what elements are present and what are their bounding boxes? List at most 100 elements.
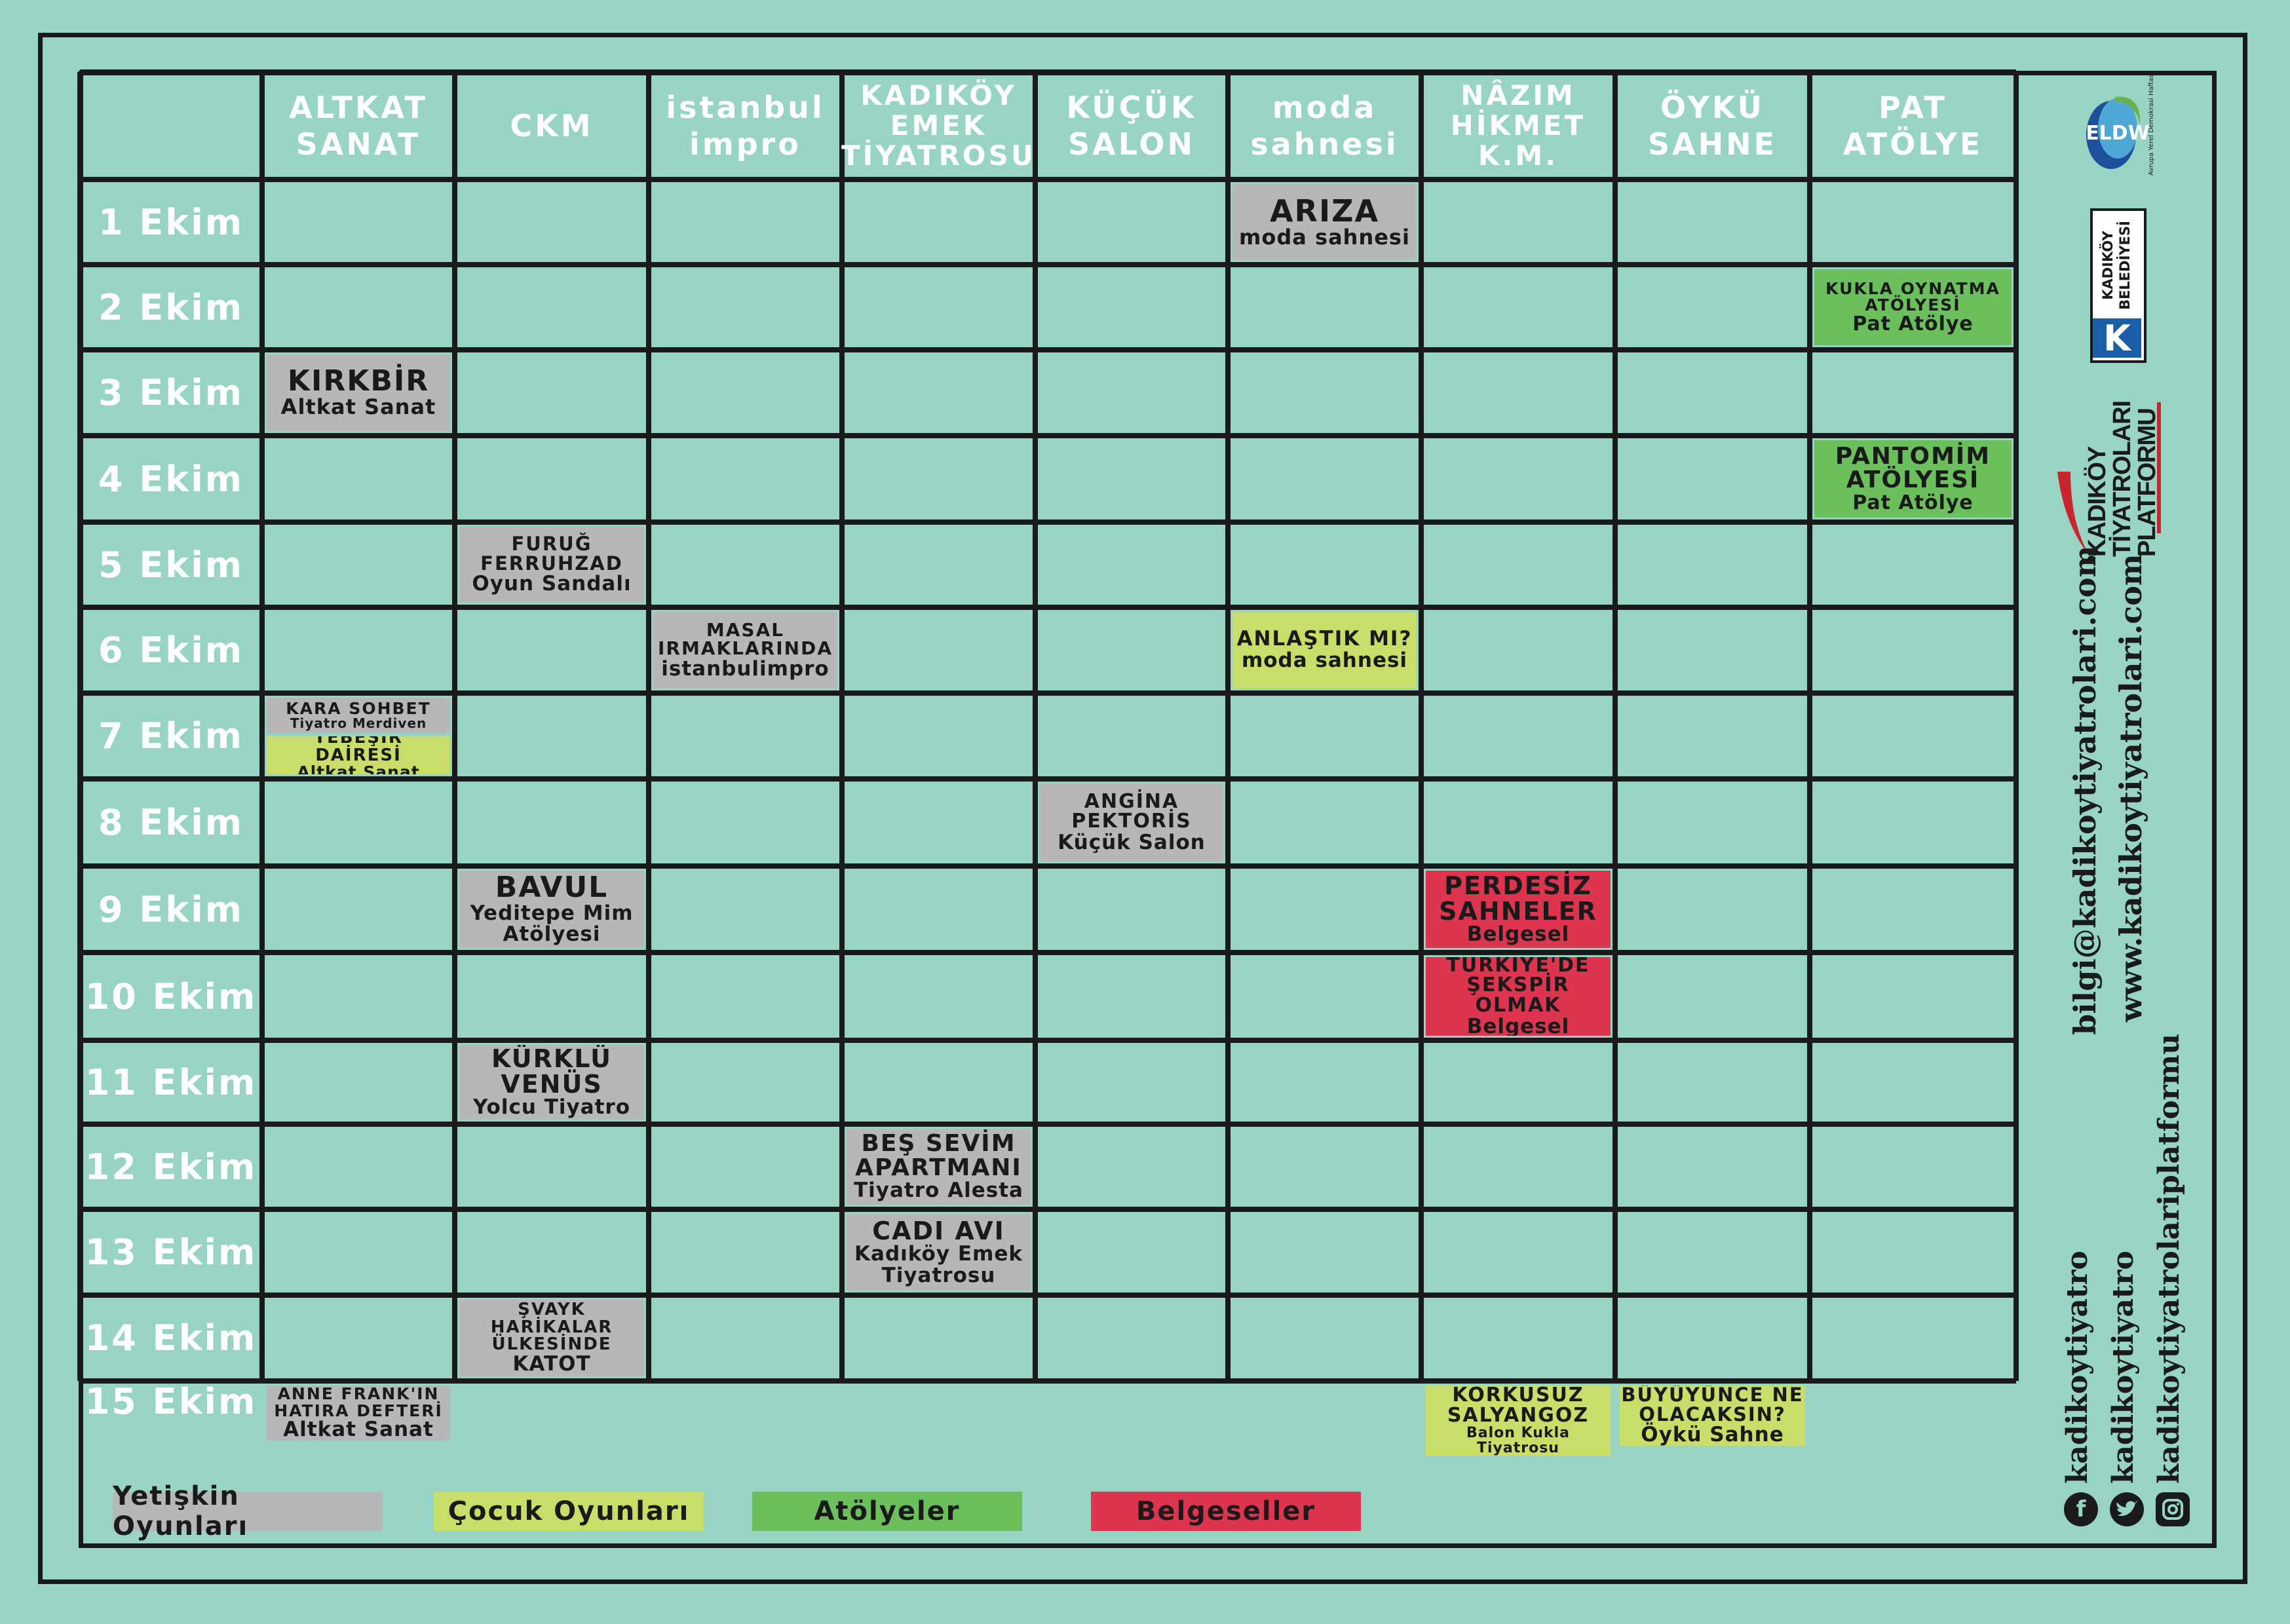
belediye-logo: K KADIKÖY BELEDİYESİ [2090, 208, 2147, 363]
venue-header: NÂZIM HİKMET K.M. [1450, 79, 1586, 172]
grid-row-line [80, 776, 2016, 782]
event-title: ŞVAYK HARİKALAR ÜLKESİNDE [490, 1300, 613, 1355]
event-subtitle: Oyun Sandalı [472, 572, 632, 596]
event-title: KUKLA OYNATMA ATÖLYESİ [1825, 278, 2000, 315]
date-label: 4 Ekim [98, 458, 244, 500]
venue-header: CKM [510, 108, 594, 143]
event-cell[interactable]: TEBEŞİR DAİRESİ Altkat Sanat [267, 736, 450, 774]
event-cell[interactable]: KÜRKLÜ VENÜS Yolcu Tiyatro [459, 1045, 644, 1120]
grid-column-line [259, 72, 265, 1381]
event-title: CADI AVI [872, 1216, 1005, 1245]
event-cell[interactable]: TÜRKİYE'DE ŞEKSPİR OLMAK Belgesel [1426, 957, 1611, 1036]
event-cell[interactable]: BAVUL Yeditepe Mim Atölyesi [459, 871, 644, 948]
event-subtitle: Pat Atölye [1852, 491, 1974, 514]
date-label: 7 Ekim [98, 715, 244, 757]
legend-item-adult: Yetişkin Oyunları [113, 1481, 383, 1541]
platform-logo-bar [2157, 402, 2161, 533]
event-cell[interactable]: KORKUSUZ SALYANGOZ Balon Kukla Tiyatrosu [1426, 1386, 1611, 1456]
date-label: 12 Ekim [85, 1146, 258, 1188]
platform-logo: KADIKÖY TİYATROLARI PLATFORMU [2051, 393, 2162, 570]
grid-column-line [1807, 72, 1812, 1381]
event-cell[interactable]: KARA SOHBET Tiyatro Merdiven [267, 698, 450, 733]
grid-column-line [2013, 72, 2019, 1381]
event-cell[interactable]: PANTOMİM ATÖLYESİ Pat Atölye [1814, 440, 2012, 518]
event-subtitle: moda sahnesi [1239, 224, 1410, 250]
event-title: FURUĞ FERRUHZAD [480, 533, 623, 575]
date-label: 11 Ekim [85, 1061, 258, 1103]
event-subtitle: Balon Kukla Tiyatrosu [1466, 1425, 1570, 1456]
event-cell[interactable]: KUKLA OYNATMA ATÖLYESİ Pat Atölye [1814, 269, 2012, 345]
date-label: 6 Ekim [98, 630, 244, 671]
belediye-logo-k-icon: K [2093, 318, 2141, 359]
grid-row-line [80, 863, 2016, 869]
date-label: 10 Ekim [85, 975, 258, 1017]
event-subtitle: Kadıköy Emek Tiyatrosu [854, 1242, 1023, 1287]
twitter-icon[interactable] [2110, 1492, 2144, 1526]
event-title: ARIZA [1269, 193, 1380, 229]
eldw-logo-caption: Avrupa Yerel Demokrasi Haftası [2148, 72, 2155, 176]
event-title: TÜRKİYE'DE ŞEKSPİR OLMAK [1446, 957, 1590, 1017]
event-cell[interactable]: FURUĞ FERRUHZAD Oyun Sandalı [459, 527, 644, 603]
event-subtitle: Tiyatro Alesta [854, 1179, 1023, 1203]
outer-frame [38, 33, 2247, 1584]
grid-row-line [80, 347, 2016, 352]
date-label: 2 Ekim [98, 286, 244, 328]
grid-row-line [80, 1378, 2016, 1384]
grid-column-line [452, 72, 457, 1381]
event-cell[interactable]: BEŞ SEVİM APARTMANI Tiyatro Alesta [847, 1129, 1031, 1205]
event-title: KÜRKLÜ VENÜS [491, 1045, 613, 1099]
date-label: 3 Ekim [98, 372, 244, 413]
event-title: KIRKBİR [287, 364, 430, 398]
legend-item-documentary: Belgeseller [1091, 1492, 1361, 1531]
grid-column-line [77, 72, 83, 1381]
event-title: PERDESİZ SAHNELER [1439, 871, 1597, 926]
eldw-logo-text: ELDW [2086, 122, 2150, 145]
event-subtitle: Öykü Sahne [1641, 1423, 1784, 1446]
venue-header: moda sahnesi [1250, 90, 1399, 162]
legend-item-child: Çocuk Oyunları [434, 1492, 704, 1531]
grid-column-line [1033, 72, 1038, 1381]
venue-header: PAT ATÖLYE [1842, 90, 1983, 162]
event-cell[interactable]: BÜYÜYÜNCE NE OLACAKSIN? Öykü Sahne [1620, 1386, 1805, 1446]
event-cell[interactable]: ANGİNA PEKTORİS Küçük Salon [1040, 784, 1223, 861]
belediye-logo-text: KADIKÖY BELEDİYESİ [2100, 221, 2133, 310]
facebook-icon[interactable]: f [2064, 1492, 2098, 1526]
grid-column-line [1419, 72, 1424, 1381]
event-subtitle: Belgesel [1466, 922, 1570, 947]
instagram-icon[interactable] [2156, 1492, 2190, 1526]
event-subtitle: Altkat Sanat [280, 394, 436, 420]
twitter-handle[interactable]: kadikoytiyatro [2107, 1251, 2140, 1484]
event-subtitle: istanbulimpro [661, 656, 830, 681]
grid-row-line [80, 1207, 2016, 1212]
date-label: 5 Ekim [98, 544, 244, 586]
facebook-handle[interactable]: kadikoytiyatro [2061, 1251, 2094, 1484]
event-subtitle: Yeditepe Mim Atölyesi [470, 901, 634, 947]
instagram-handle[interactable]: kadikoytiyatrolariplatformu [2152, 1033, 2186, 1484]
event-title: ANLAŞTIK MI? [1236, 627, 1413, 651]
schedule-grid: ALTKAT SANAT CKM istanbul impro KADIKÖY EME… [77, 69, 2019, 1471]
event-cell[interactable]: ANLAŞTIK MI? moda sahnesi [1232, 612, 1417, 689]
event-cell[interactable]: CADI AVI Kadıköy Emek Tiyatrosu [847, 1214, 1031, 1291]
grid-row-line [80, 950, 2016, 955]
event-cell[interactable]: KIRKBİR Altkat Sanat [267, 354, 450, 431]
event-subtitle: Belgesel [1466, 1014, 1570, 1036]
venue-header: ÖYKÜ SAHNE [1647, 90, 1778, 162]
eldw-logo-graphic [2086, 96, 2141, 169]
platform-swoosh-icon [2057, 472, 2095, 563]
contact-email[interactable]: bilgi@kadikoytiyatrolari.com [2067, 545, 2103, 1035]
event-subtitle: Altkat Sanat [283, 1418, 434, 1441]
event-subtitle: Küçük Salon [1058, 830, 1206, 854]
event-title: ANGİNA PEKTORİS [1071, 789, 1192, 833]
grid-row-line [80, 1122, 2016, 1127]
event-cell[interactable]: ANNE FRANK'IN HATIRA DEFTERİ Altkat Sanat [267, 1386, 450, 1441]
event-subtitle: KATOT [512, 1352, 591, 1376]
date-label: 13 Ekim [85, 1232, 258, 1273]
event-cell[interactable]: ARIZA moda sahnesi [1232, 184, 1417, 260]
date-label: 15 Ekim [85, 1381, 258, 1422]
event-cell[interactable]: MASAL IRMAKLARINDA istanbulimpro [653, 612, 837, 689]
event-cell[interactable]: ŞVAYK HARİKALAR ÜLKESİNDE KATOT [459, 1300, 644, 1376]
contact-website[interactable]: www.kadikoytiyatrolari.com [2113, 554, 2148, 1022]
event-title: ANNE FRANK'IN HATIRA DEFTERİ [274, 1386, 443, 1420]
event-cell[interactable]: PERDESİZ SAHNELER Belgesel [1426, 871, 1611, 948]
grid-column-line [1225, 72, 1231, 1381]
